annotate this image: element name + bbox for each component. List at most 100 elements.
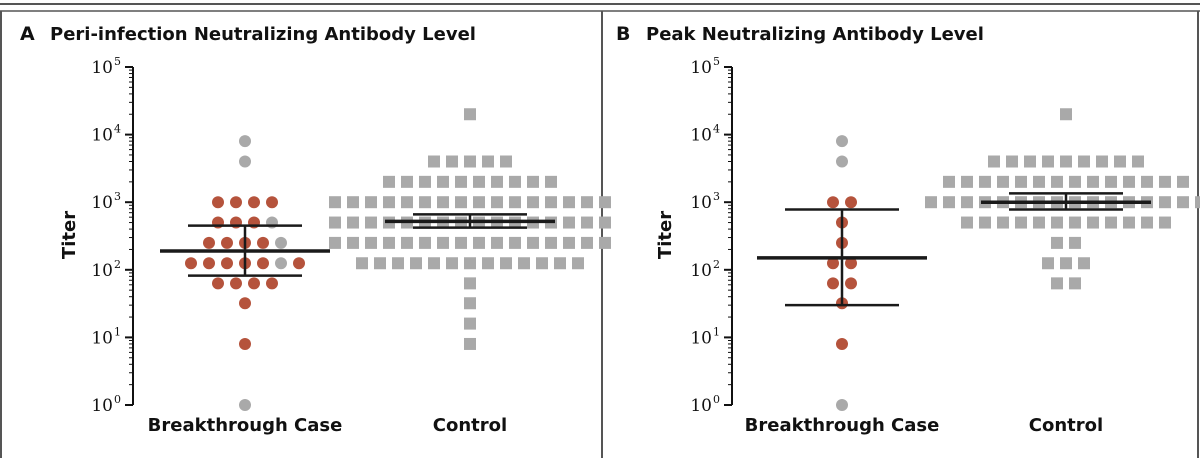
data-point [392,257,404,270]
data-point [545,236,557,249]
data-point [437,175,449,188]
y-tick-label: 10 [690,126,712,146]
panel-b: B Peak Neutralizing Antibody Level Titer… [616,23,1200,436]
y-tick-exponent: 1 [713,325,720,338]
data-point [455,196,467,209]
y-tick-exponent: 0 [114,393,121,406]
data-point [410,257,422,270]
data-point [374,257,386,270]
data-point [509,196,521,209]
data-point [527,236,539,249]
data-point [239,337,251,350]
data-point [230,196,242,209]
data-point [1159,175,1171,188]
y-tick-label: 10 [690,261,712,281]
data-point [248,277,260,290]
data-point [1060,108,1072,121]
data-point [572,257,584,270]
data-point [836,399,848,411]
data-point [943,175,955,188]
data-point [239,155,251,168]
data-point [827,277,839,290]
data-point [329,196,341,209]
data-point [266,277,278,290]
y-tick-exponent: 4 [713,123,720,136]
data-point [212,196,224,209]
data-point [1141,216,1153,229]
data-point [491,175,503,188]
data-point [230,277,242,290]
y-tick-label: 10 [91,193,113,213]
data-point [500,155,512,168]
y-tick-exponent: 3 [713,190,720,203]
data-point [997,175,1009,188]
data-point [836,337,848,350]
panel-a: A Peri-infection Neutralizing Antibody L… [20,23,611,436]
data-point [464,337,476,350]
data-point [599,196,611,209]
data-point [961,175,973,188]
data-point [185,257,197,270]
panel-title: Peri-infection Neutralizing Antibody Lev… [50,24,476,45]
y-tick-label: 10 [690,58,712,78]
data-point [347,196,359,209]
data-point [257,257,269,270]
data-point [437,236,449,249]
data-point [221,236,233,249]
data-point [1042,257,1054,270]
data-point [473,196,485,209]
data-point [1141,175,1153,188]
category-label-breakthrough: Breakthrough Case [745,415,940,436]
y-tick-label: 10 [91,261,113,281]
data-point [925,196,937,209]
data-point [1096,155,1108,168]
data-point [356,257,368,270]
data-point [988,155,1000,168]
data-point [1087,175,1099,188]
data-point [275,236,287,249]
data-point [536,257,548,270]
data-point [1051,277,1063,290]
data-point [455,175,467,188]
data-point [1123,175,1135,188]
data-point [1078,257,1090,270]
y-tick-exponent: 2 [713,258,720,271]
data-point [1033,175,1045,188]
data-point [509,175,521,188]
data-point [1060,257,1072,270]
data-point [1051,216,1063,229]
data-point [545,175,557,188]
data-point [845,257,857,270]
panel-letter: A [20,23,35,45]
data-point [1015,175,1027,188]
y-tick-exponent: 3 [114,190,121,203]
panel-letter: B [616,23,630,45]
data-point [1069,277,1081,290]
data-point [1123,216,1135,229]
data-point [329,236,341,249]
data-point [383,175,395,188]
y-tick-exponent: 0 [713,393,720,406]
y-tick-label: 10 [690,193,712,213]
data-point [545,196,557,209]
data-point [275,257,287,270]
data-point [827,196,839,209]
data-point [446,257,458,270]
series-points [329,108,611,350]
data-point [464,277,476,290]
data-point [464,155,476,168]
y-tick-label: 10 [91,126,113,146]
data-point [527,175,539,188]
data-point [437,196,449,209]
data-point [500,257,512,270]
data-point [1132,155,1144,168]
data-point [1015,216,1027,229]
data-point [1078,155,1090,168]
data-point [961,196,973,209]
data-point [491,196,503,209]
data-point [239,399,251,411]
y-axis-label: Titer [655,211,676,259]
data-point [464,317,476,330]
